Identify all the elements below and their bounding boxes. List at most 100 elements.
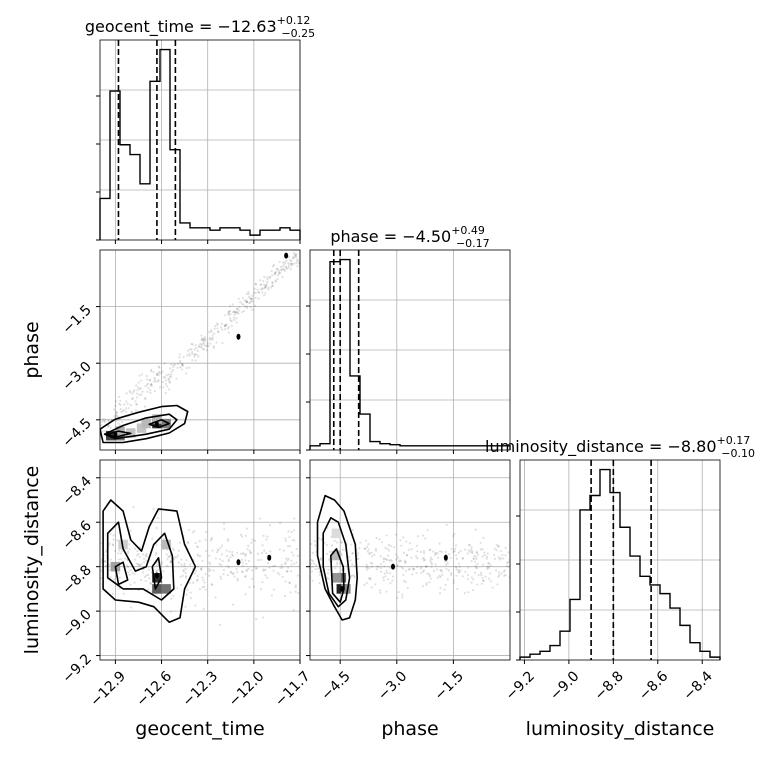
sample-point: [294, 590, 297, 593]
sample-point: [191, 359, 194, 362]
sample-point: [241, 570, 244, 573]
sample-point: [274, 272, 277, 275]
sample-point: [200, 567, 203, 570]
sample-point: [203, 348, 206, 351]
sample-point: [458, 565, 461, 568]
sample-point: [290, 559, 293, 562]
sample-point: [422, 569, 426, 572]
sample-point: [467, 566, 470, 569]
sample-point: [158, 386, 162, 389]
contour-level-1: [102, 499, 197, 623]
sample-point: [426, 528, 429, 532]
sample-point: [237, 297, 240, 300]
sample-point: [283, 268, 286, 271]
tick-label-luminosity_distance: −8.4: [59, 473, 94, 508]
sample-point: [247, 292, 250, 295]
sample-point: [253, 287, 256, 290]
sample-point: [439, 575, 442, 579]
sample-point: [126, 550, 130, 553]
sample-point: [109, 558, 112, 561]
sample-point: [264, 574, 267, 577]
sample-point: [318, 573, 321, 577]
sample-point: [250, 300, 253, 303]
sample-point: [330, 544, 334, 547]
sample-point: [280, 268, 283, 272]
sample-point: [203, 335, 206, 339]
sample-point: [244, 593, 247, 596]
sample-point: [197, 554, 200, 558]
sample-point: [203, 344, 207, 347]
sample-point: [466, 574, 470, 577]
histogram-geocent_time: [99, 48, 301, 240]
sample-point: [247, 567, 250, 570]
sample-point: [287, 557, 290, 560]
sample-point: [357, 552, 360, 555]
sample-point: [109, 532, 112, 536]
sample-point: [370, 586, 373, 589]
sample-point: [201, 586, 204, 589]
sample-point: [296, 265, 299, 268]
sample-point: [256, 552, 259, 555]
sample-point: [175, 556, 178, 559]
sample-point: [138, 555, 141, 559]
sample-point: [137, 564, 141, 567]
sample-point: [157, 374, 160, 377]
sample-point: [264, 568, 267, 571]
sample-point: [502, 557, 505, 560]
sample-point: [498, 558, 502, 561]
sample-point: [291, 262, 294, 265]
sample-point: [366, 550, 369, 553]
sample-point: [234, 311, 238, 314]
sample-point: [155, 570, 158, 573]
sample-point: [257, 291, 260, 294]
sample-point: [208, 331, 211, 334]
sample-point: [272, 569, 275, 572]
sample-point: [254, 296, 257, 299]
sample-point: [389, 558, 392, 561]
sample-point: [157, 378, 160, 382]
sample-point: [197, 345, 201, 349]
sample-point: [283, 261, 287, 264]
sample-point: [434, 552, 438, 555]
sample-point: [406, 586, 409, 590]
sample-point: [150, 368, 153, 371]
sample-point: [290, 563, 293, 566]
sample-point: [368, 552, 371, 556]
sample-point: [163, 362, 166, 365]
sample-point: [488, 562, 491, 565]
sample-point: [194, 359, 197, 362]
sample-point: [289, 591, 292, 594]
sample-point: [481, 548, 484, 551]
sample-point: [117, 402, 121, 405]
sample-point: [114, 404, 117, 407]
sample-point: [212, 346, 216, 350]
sample-point: [273, 273, 276, 276]
sample-point: [232, 318, 236, 322]
panel-frame: [99, 459, 301, 661]
sample-point: [241, 570, 244, 573]
sample-point: [193, 529, 196, 533]
sample-point: [374, 583, 377, 586]
sample-point: [231, 553, 234, 556]
panel-frame: [519, 459, 721, 661]
sample-point: [181, 363, 184, 367]
sample-point: [150, 582, 153, 586]
sample-point: [145, 374, 148, 378]
sample-point: [219, 575, 222, 578]
sample-point: [383, 557, 386, 560]
sample-point: [138, 374, 141, 377]
sample-point: [236, 577, 239, 580]
sample-point: [267, 288, 270, 291]
sample-point: [254, 539, 257, 542]
sample-point: [276, 267, 279, 271]
sample-point: [188, 528, 191, 531]
sample-point: [169, 373, 172, 376]
tick-label-phase: −1.5: [432, 668, 467, 703]
sample-point: [284, 562, 287, 566]
sample-point: [134, 400, 137, 403]
sample-point: [408, 542, 412, 545]
sample-point: [236, 311, 239, 314]
sample-point: [142, 553, 145, 556]
sample-point: [452, 534, 455, 538]
sample-point: [450, 547, 453, 551]
